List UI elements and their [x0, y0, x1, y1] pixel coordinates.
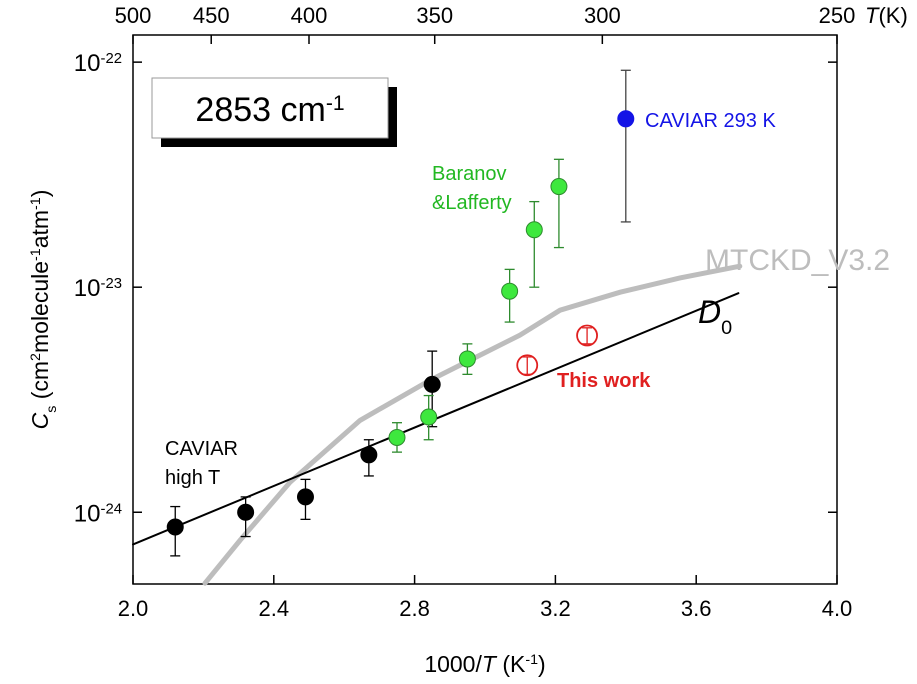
top-axis-title-part: (K)	[878, 3, 907, 28]
x-tick-label: 3.6	[681, 596, 712, 621]
series-label: CAVIAR	[165, 438, 238, 460]
data-point	[516, 354, 539, 377]
series-label: &Lafferty	[432, 192, 512, 214]
top-tick-label: 450	[193, 3, 230, 28]
series-label: This work	[557, 370, 651, 392]
box-label: 2853 cm-1	[195, 91, 344, 129]
data-point	[525, 221, 543, 239]
top-axis-title-part: T	[865, 3, 880, 28]
y-tick-label-part: -24	[101, 501, 123, 517]
series-label: Baranov	[432, 163, 507, 185]
x-axis-title-part: (K	[496, 651, 526, 677]
y-tick-label-part: 10	[74, 275, 101, 302]
x-tick-label: 3.2	[540, 596, 571, 621]
data-point	[237, 503, 255, 521]
x-tick-label: 2.8	[399, 596, 430, 621]
box	[151, 77, 389, 139]
top-tick-label: 400	[291, 3, 328, 28]
curve-label: D0	[698, 294, 732, 339]
y-axis-title-part: -1	[28, 197, 44, 210]
data-point	[576, 324, 598, 347]
y-tick-label-part: -22	[101, 51, 123, 67]
x-tick-label: 2.4	[259, 596, 290, 621]
x-tick-label: 2.0	[118, 596, 149, 621]
y-axis-title-part: (cm	[27, 361, 53, 406]
top-tick-label: 500	[115, 3, 152, 28]
y-axis-title-part: s	[44, 406, 60, 413]
top-axis-title: T(K)	[865, 3, 908, 28]
series-label: high T	[165, 467, 220, 489]
data-point	[550, 178, 568, 196]
y-axis-title-part: C	[27, 412, 53, 429]
data-point	[166, 518, 184, 536]
y-axis-title-part: -1	[28, 248, 44, 261]
data-point	[360, 446, 378, 464]
y-axis-title-part: )	[27, 190, 53, 198]
curve	[202, 263, 743, 586]
x-axis-title-part: T	[482, 651, 498, 677]
y-axis-title-part: 2	[28, 353, 44, 361]
y-axis-title-part: atm	[27, 210, 53, 248]
y-tick-label: 10-22	[74, 50, 122, 77]
data-point	[420, 408, 438, 426]
x-axis-title-part: )	[538, 651, 546, 677]
series-label: CAVIAR 293 K	[645, 110, 776, 132]
box-label-part: 2853 cm	[195, 91, 325, 129]
y-tick-label-part: -23	[101, 276, 123, 292]
data-point	[617, 110, 635, 128]
curve-label-part: MTCKD_V3.2	[705, 244, 890, 277]
box-label-part: -1	[326, 92, 345, 115]
top-tick-label: 250	[819, 3, 856, 28]
y-tick-label: 10-23	[74, 275, 122, 302]
x-axis-title-part: -1	[525, 652, 538, 668]
data-point	[423, 375, 441, 393]
data-point	[388, 428, 406, 446]
curve-label-part: D	[698, 294, 721, 330]
curve-label-part: 0	[721, 317, 732, 339]
x-axis-title: 1000/T (K-1)	[424, 651, 545, 677]
data-point	[458, 350, 476, 368]
x-tick-label: 4.0	[822, 596, 853, 621]
y-tick-label: 10-24	[74, 500, 122, 527]
x-axis-title-part: 1000/	[424, 651, 482, 677]
y-tick-label-part: 10	[74, 50, 101, 77]
curve-label: MTCKD_V3.2	[705, 244, 890, 277]
plot-frame	[132, 34, 838, 585]
data-point	[501, 282, 519, 300]
y-tick-label-part: 10	[74, 500, 101, 527]
top-tick-label: 350	[416, 3, 453, 28]
top-tick-label: 300	[584, 3, 621, 28]
data-point	[296, 488, 314, 506]
y-axis-title-part: molecule	[27, 261, 53, 353]
y-axis-title: Cs (cm2molecule-1atm-1)	[27, 190, 60, 430]
